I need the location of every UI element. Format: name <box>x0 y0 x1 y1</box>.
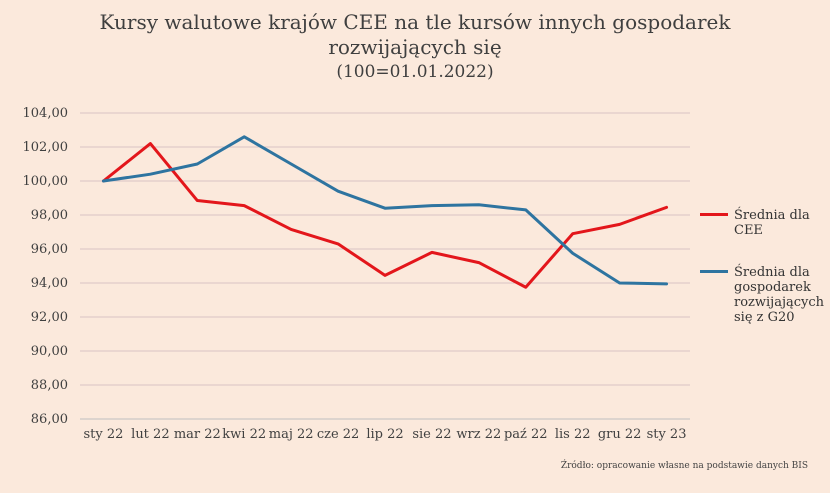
source-note: Źródło: opracowanie własne na podstawie … <box>560 461 808 471</box>
x-tick-label: sty 23 <box>647 427 687 442</box>
legend-swatch-g20 <box>700 270 728 273</box>
legend-label-cee: Średnia dla CEE <box>734 208 810 238</box>
y-tick-label: 90,00 <box>31 344 68 359</box>
y-tick-label: 88,00 <box>31 378 68 393</box>
legend-label-g20: Średnia dla gospodarek rozwijających się… <box>734 265 825 325</box>
x-tick-label: sty 22 <box>84 427 124 442</box>
y-tick-label: 102,00 <box>23 140 69 155</box>
y-tick-label: 98,00 <box>31 208 68 223</box>
y-tick-label: 104,00 <box>23 106 69 121</box>
x-tick-label: wrz 22 <box>456 427 501 442</box>
x-tick-label: lut 22 <box>131 427 169 442</box>
series-lines <box>101 135 669 289</box>
y-tick-label: 96,00 <box>31 242 68 257</box>
x-tick-label: paź 22 <box>504 427 548 442</box>
x-tick-label: mar 22 <box>174 427 221 442</box>
grid-lines <box>80 112 690 420</box>
y-tick-label: 86,00 <box>31 412 68 427</box>
x-tick-labels: sty 22 lut 22 mar 22 kwi 22 maj 22 cze 22 lip … <box>84 427 687 442</box>
x-tick-label: maj 22 <box>269 427 314 442</box>
x-tick-label: sie 22 <box>412 427 451 442</box>
x-tick-label: kwi 22 <box>222 427 266 442</box>
x-tick-label: lip 22 <box>366 427 403 442</box>
chart-subtitle: (100=01.01.2022) <box>336 62 494 82</box>
x-tick-label: cze 22 <box>317 427 360 442</box>
series-line-g20 <box>101 135 669 286</box>
y-tick-label: 92,00 <box>31 310 68 325</box>
y-tick-labels: 86,00 88,00 90,00 92,00 94,00 96,00 98,00 100,0… <box>23 106 69 427</box>
x-tick-label: lis 22 <box>555 427 591 442</box>
x-tick-label: gru 22 <box>598 427 642 442</box>
chart-title: Kursy walutowe krajów CEE na tle kursów … <box>99 10 731 59</box>
legend-swatch-cee <box>700 213 728 216</box>
y-tick-label: 100,00 <box>23 174 69 189</box>
y-tick-label: 94,00 <box>31 276 68 291</box>
